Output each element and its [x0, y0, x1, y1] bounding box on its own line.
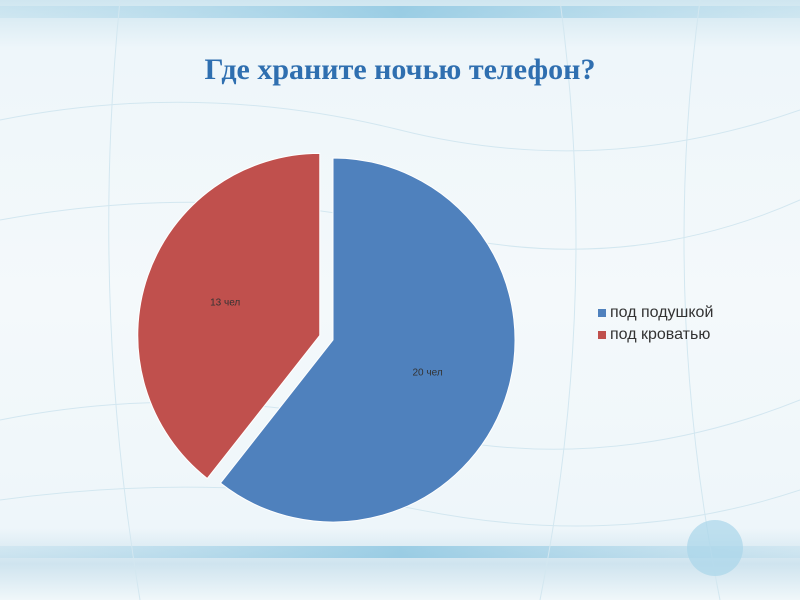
legend-swatch — [598, 309, 606, 317]
pie-slice — [137, 152, 321, 480]
data-label: 13 чел — [210, 297, 240, 308]
chart-title: Где храните ночью телефон? — [205, 53, 596, 86]
legend: под подушкой под кроватью — [598, 304, 713, 343]
pie: 20 чел 13 чел — [137, 152, 516, 523]
decor-band — [0, 6, 800, 18]
decor-globe — [687, 520, 743, 576]
legend-label: под подушкой — [610, 304, 713, 321]
decor-band — [0, 546, 800, 558]
pie-slice — [219, 157, 516, 523]
data-label: 20 чел — [413, 367, 443, 378]
legend-label: под кроватью — [610, 326, 710, 343]
legend-swatch — [598, 331, 606, 339]
